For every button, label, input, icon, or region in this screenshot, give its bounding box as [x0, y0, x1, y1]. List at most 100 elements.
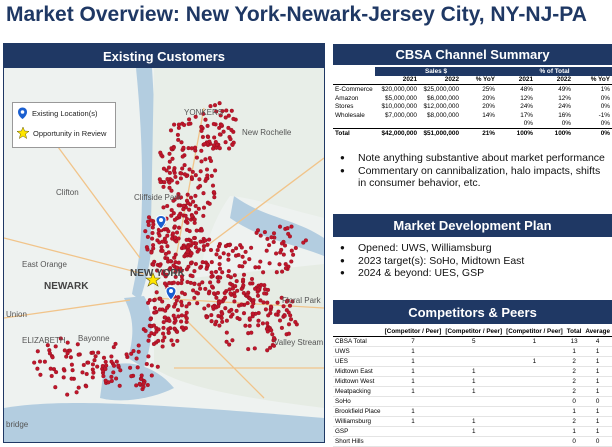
customer-dot [271, 343, 277, 348]
customer-dot [278, 250, 283, 255]
customer-dot [173, 174, 178, 179]
customer-dot [261, 270, 266, 275]
customer-dot [256, 323, 261, 328]
customer-dot [259, 282, 264, 287]
competitors-header-row: [Competitor / Peer] [Competitor / Peer] [C… [333, 327, 612, 337]
customer-dot [103, 359, 108, 364]
competitor-cell [504, 346, 565, 357]
customer-dot [189, 175, 194, 180]
customer-map[interactable]: Existing Location(s) Opportunity in Revi… [4, 68, 324, 442]
competitor-cell [443, 406, 505, 417]
customer-dot [241, 311, 247, 316]
customer-dot [152, 297, 157, 302]
channel-cell: 16% [558, 111, 571, 119]
map-label-east-orange: East Orange [22, 260, 67, 269]
map-canvas [4, 68, 324, 442]
customer-dot [184, 304, 189, 309]
customer-dot [159, 245, 164, 250]
customer-dot [146, 222, 151, 228]
competitor-cell: 1 [382, 406, 444, 417]
customer-dot [287, 303, 293, 308]
customer-dot [229, 108, 234, 113]
channel-cell: 0% [523, 120, 533, 128]
customer-dot [109, 374, 114, 379]
customer-dot [207, 156, 212, 161]
customer-dot [213, 139, 218, 145]
customer-dot [109, 378, 114, 384]
customer-dot [154, 290, 159, 295]
competitor-cell [504, 406, 565, 417]
channel-cell: 1% [600, 85, 610, 93]
customer-dot [157, 177, 162, 182]
customer-dot [160, 248, 165, 253]
customer-dot [156, 338, 161, 343]
customer-dot [204, 315, 209, 320]
customer-dot [160, 299, 165, 304]
customer-dot [173, 318, 178, 323]
customer-dot [190, 241, 195, 246]
customer-dot [231, 116, 236, 121]
customer-dot [235, 288, 240, 293]
customer-dot [90, 350, 96, 355]
customer-dot [69, 376, 74, 381]
customer-dot [218, 299, 223, 304]
map-label-elizabeth: ELIZABETH [22, 336, 66, 345]
customer-dot [84, 371, 89, 377]
customer-dot [255, 293, 261, 298]
customer-dot [176, 260, 181, 265]
customer-dot [171, 145, 176, 150]
competitor-cell [443, 346, 505, 357]
customer-dot [38, 372, 43, 377]
legend-opportunity-label: Opportunity in Review [33, 128, 107, 138]
competitor-cell [382, 396, 444, 407]
development-plan-bullets: Opened: UWS, Williamsburg 2023 target(s)… [336, 242, 610, 280]
customer-dot [191, 288, 196, 293]
customer-dot [96, 350, 101, 355]
competitor-location: SoHo [333, 396, 383, 407]
customer-dot [212, 103, 218, 108]
customer-dot [274, 251, 279, 256]
competitor-row: CBSA Total 7 5 1 13 4 [333, 336, 612, 347]
customer-dot [217, 255, 222, 260]
customer-dot [229, 307, 234, 312]
customer-dot [210, 304, 216, 309]
customer-dot [197, 282, 202, 287]
customer-dot [175, 281, 181, 286]
customer-dot [201, 247, 206, 252]
customer-dot [171, 211, 176, 216]
competitor-cell: 2 [564, 416, 584, 427]
customer-dot [265, 348, 270, 353]
customer-dot [49, 373, 54, 379]
customer-dot [214, 252, 219, 257]
total-cell: 0% [573, 128, 612, 138]
customer-dot [169, 338, 174, 343]
customer-dot [134, 383, 139, 388]
competitor-header: Average [583, 327, 612, 337]
customer-dot [143, 328, 148, 333]
customer-dot [181, 245, 186, 250]
customer-dot [240, 254, 245, 259]
customer-dot [198, 169, 203, 174]
customer-dot [279, 295, 284, 300]
customer-dot [146, 354, 151, 359]
customer-dot [216, 304, 221, 309]
customer-dot [54, 370, 59, 375]
customer-dot [224, 108, 229, 113]
channel-cell: $7,000,000 [385, 111, 417, 119]
opportunity-star-marker[interactable] [145, 272, 161, 287]
competitor-row: Williamsburg 1 1 2 1 [333, 416, 612, 427]
customer-dot [175, 180, 180, 185]
existing-location-marker-1[interactable] [155, 215, 167, 230]
channel-row: 0% 0% 0% [333, 120, 612, 129]
customer-dot [200, 134, 205, 140]
competitor-cell [504, 436, 565, 447]
customer-dot [194, 241, 199, 246]
customer-dot [148, 317, 153, 322]
existing-location-marker-2[interactable] [165, 286, 177, 301]
customer-dot [172, 304, 177, 309]
customer-dot [156, 327, 161, 332]
competitor-cell [504, 366, 565, 377]
customer-dot [164, 272, 169, 277]
customer-dot [179, 140, 184, 145]
customer-dot [114, 376, 119, 381]
